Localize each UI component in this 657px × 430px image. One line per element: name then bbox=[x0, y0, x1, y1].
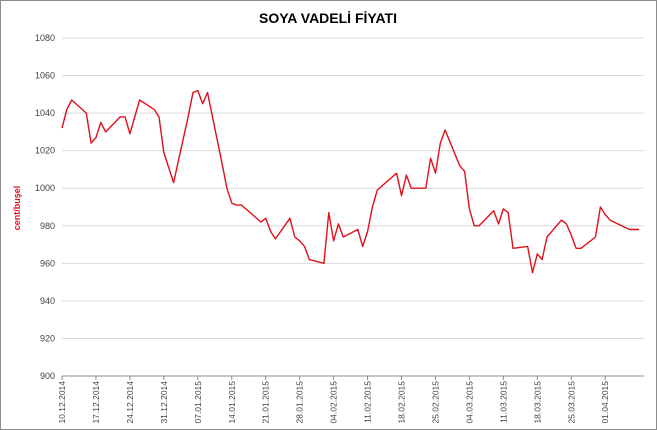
series-group bbox=[61, 89, 640, 274]
x-tick-label: 11.03.2015 bbox=[498, 381, 508, 423]
y-axis-label: cent/buşel bbox=[12, 186, 22, 231]
gridlines bbox=[62, 37, 644, 377]
y-tick-label: 1060 bbox=[35, 71, 55, 81]
x-tick-label: 01.04.2015 bbox=[600, 381, 610, 424]
x-tick-label: 25.03.2015 bbox=[566, 381, 576, 424]
y-tick-label: 940 bbox=[40, 296, 55, 306]
x-tick-label: 25.02.2015 bbox=[430, 381, 440, 424]
x-tick-label: 11.02.2015 bbox=[363, 381, 373, 423]
x-tick-label: 07.01.2015 bbox=[193, 381, 203, 424]
y-axis-ticks: 900 920 940 960 980 1000 1020 1040 1060 1080 bbox=[35, 33, 55, 381]
y-tick-label: 980 bbox=[40, 221, 55, 231]
y-tick-label: 1040 bbox=[35, 108, 55, 118]
series-line bbox=[61, 89, 640, 274]
y-tick-label: 920 bbox=[40, 333, 55, 343]
x-tick-label: 28.01.2015 bbox=[295, 381, 305, 424]
x-tick-label: 17.12.2014 bbox=[91, 381, 101, 424]
y-tick-label: 1020 bbox=[35, 146, 55, 156]
x-tick-label: 10.12.2014 bbox=[57, 381, 67, 424]
x-axis: 10.12.2014 17.12.2014 24.12.2014 31.12.2014… bbox=[57, 376, 610, 424]
x-tick-label: 18.03.2015 bbox=[532, 381, 542, 424]
x-tick-label: 31.12.2014 bbox=[159, 381, 169, 424]
x-tick-label: 04.03.2015 bbox=[464, 381, 474, 424]
y-tick-label: 900 bbox=[40, 371, 55, 381]
y-tick-label: 960 bbox=[40, 258, 55, 268]
x-tick-label: 14.01.2015 bbox=[227, 381, 237, 424]
x-tick-label: 21.01.2015 bbox=[261, 381, 271, 424]
y-tick-label: 1080 bbox=[35, 33, 55, 43]
x-tick-label: 18.02.2015 bbox=[397, 381, 407, 424]
y-tick-label: 1000 bbox=[35, 183, 55, 193]
x-tick-label: 04.02.2015 bbox=[329, 381, 339, 424]
chart-title: SOYA VADELİ FİYATI bbox=[259, 10, 397, 26]
x-tick-label: 24.12.2014 bbox=[125, 381, 135, 424]
